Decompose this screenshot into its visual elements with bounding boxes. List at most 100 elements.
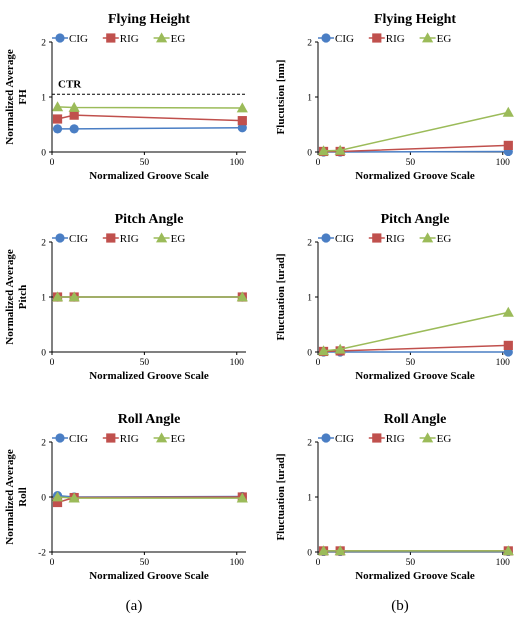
- x-tick-label: 100: [496, 358, 511, 368]
- legend-marker-cig: [55, 33, 65, 43]
- legend-marker-eg: [422, 32, 434, 43]
- y-tick-label: 1: [307, 94, 312, 104]
- y-tick-label: 0: [307, 149, 312, 159]
- data-point-eg: [51, 101, 64, 112]
- data-point-rig: [237, 116, 247, 126]
- chart-legend: CIG RIG EG: [52, 432, 185, 445]
- legend-label-eg: EG: [437, 233, 452, 245]
- x-tick-label: 100: [230, 158, 245, 168]
- panel-label-a: (a): [126, 598, 143, 614]
- y-tick-label: 1: [307, 294, 312, 304]
- x-tick-label: 50: [140, 158, 150, 168]
- x-tick-label: 100: [230, 558, 245, 568]
- series-rig: [52, 110, 247, 126]
- legend-label-eg: EG: [171, 33, 186, 45]
- chart-panel-6: Roll Angle CIG RIG EG 0 1 2 0 50 100 Normalized Gr…: [275, 412, 514, 582]
- y-axis-label: Pitch: [17, 285, 29, 309]
- panel-label-b: (b): [391, 598, 409, 614]
- series-cig: [52, 491, 247, 502]
- legend-marker-cig: [55, 433, 65, 443]
- legend-marker-eg: [422, 432, 434, 443]
- x-tick-label: 50: [406, 158, 416, 168]
- series-eg: [317, 545, 514, 556]
- chart-panel-5: Roll Angle CIG RIG EG -2 0 2 0 50 100 Normalized G…: [4, 412, 248, 582]
- legend-label-eg: EG: [171, 433, 186, 445]
- y-tick-label: -2: [38, 549, 46, 559]
- x-tick-label: 100: [230, 358, 245, 368]
- legend-marker-eg: [156, 32, 168, 43]
- y-axis-label: Normalized Average: [4, 49, 16, 145]
- legend-label-eg: EG: [437, 33, 452, 45]
- y-tick-label: 0: [41, 494, 46, 504]
- legend-label-rig: RIG: [120, 233, 139, 245]
- legend-marker-cig: [321, 233, 331, 243]
- x-tick-label: 0: [316, 158, 321, 168]
- legend-label-cig: CIG: [335, 233, 354, 245]
- legend-label-rig: RIG: [386, 433, 405, 445]
- series-line-eg: [57, 106, 243, 109]
- y-tick-label: 0: [307, 549, 312, 559]
- x-axis-label: Normalized Groove Scale: [355, 170, 475, 182]
- series-line-eg: [323, 311, 509, 352]
- series-line-rig: [57, 114, 243, 122]
- legend-marker-rig: [106, 233, 116, 243]
- reference-label: CTR: [58, 78, 82, 90]
- data-point-rig: [52, 114, 63, 124]
- data-point-eg: [317, 145, 330, 156]
- legend-label-eg: EG: [437, 433, 452, 445]
- series-eg: [317, 306, 514, 356]
- series-eg: [317, 106, 514, 156]
- chart-legend: CIG RIG EG: [52, 232, 185, 245]
- legend-label-cig: CIG: [335, 33, 354, 45]
- data-point-eg: [51, 291, 64, 302]
- data-point-eg: [334, 545, 346, 556]
- legend-marker-cig: [321, 433, 331, 443]
- series-eg: [51, 101, 248, 113]
- data-point-rig: [52, 497, 63, 508]
- y-tick-label: 2: [41, 439, 46, 449]
- x-axis-label: Normalized Groove Scale: [89, 370, 209, 382]
- legend-marker-rig: [372, 33, 382, 43]
- data-point-rig: [503, 340, 513, 350]
- series-rig: [52, 492, 247, 508]
- legend-label-rig: RIG: [386, 233, 405, 245]
- legend-marker-eg: [156, 432, 168, 443]
- legend-marker-rig: [106, 33, 116, 43]
- data-point-eg: [334, 343, 346, 354]
- data-point-cig: [69, 124, 79, 134]
- chart-title: Flying Height: [374, 12, 456, 27]
- chart-panel-2: Flying Height CIG RIG EG 0 1 2 0 50 100 Normalized…: [275, 12, 514, 182]
- chart-title: Pitch Angle: [115, 212, 184, 227]
- data-point-cig: [52, 124, 63, 134]
- data-point-eg: [236, 102, 248, 113]
- series-eg: [51, 291, 248, 302]
- chart-panel-3: Pitch Angle CIG RIG EG 0 1 2 0 50 100 Normalized G…: [4, 212, 248, 382]
- legend-label-rig: RIG: [386, 33, 405, 45]
- legend-label-cig: CIG: [335, 433, 354, 445]
- legend-label-rig: RIG: [120, 33, 139, 45]
- data-point-eg: [502, 545, 514, 556]
- chart-legend: CIG RIG EG: [318, 432, 451, 445]
- data-point-eg: [236, 492, 248, 503]
- chart-panel-1: Flying Height CIG RIG EG 0 1 2 0 50 100 Normalized…: [4, 12, 248, 182]
- series-line-cig: [57, 127, 243, 130]
- y-tick-label: 0: [307, 349, 312, 359]
- legend-marker-rig: [372, 433, 382, 443]
- y-axis-label: Fluctuation [urad]: [275, 453, 287, 540]
- data-point-eg: [51, 491, 64, 502]
- y-tick-label: 2: [41, 39, 46, 49]
- series-eg: [51, 491, 248, 503]
- data-point-rig: [503, 140, 513, 150]
- x-tick-label: 50: [406, 558, 416, 568]
- data-point-eg: [236, 291, 248, 302]
- legend-label-rig: RIG: [120, 433, 139, 445]
- legend-marker-rig: [106, 433, 116, 443]
- y-tick-label: 2: [307, 439, 312, 449]
- legend-label-cig: CIG: [69, 433, 88, 445]
- x-tick-label: 0: [50, 158, 55, 168]
- data-point-eg: [68, 291, 80, 302]
- x-tick-label: 50: [140, 558, 150, 568]
- series-line-eg: [323, 111, 509, 152]
- y-tick-label: 1: [41, 294, 46, 304]
- data-point-eg: [502, 306, 514, 317]
